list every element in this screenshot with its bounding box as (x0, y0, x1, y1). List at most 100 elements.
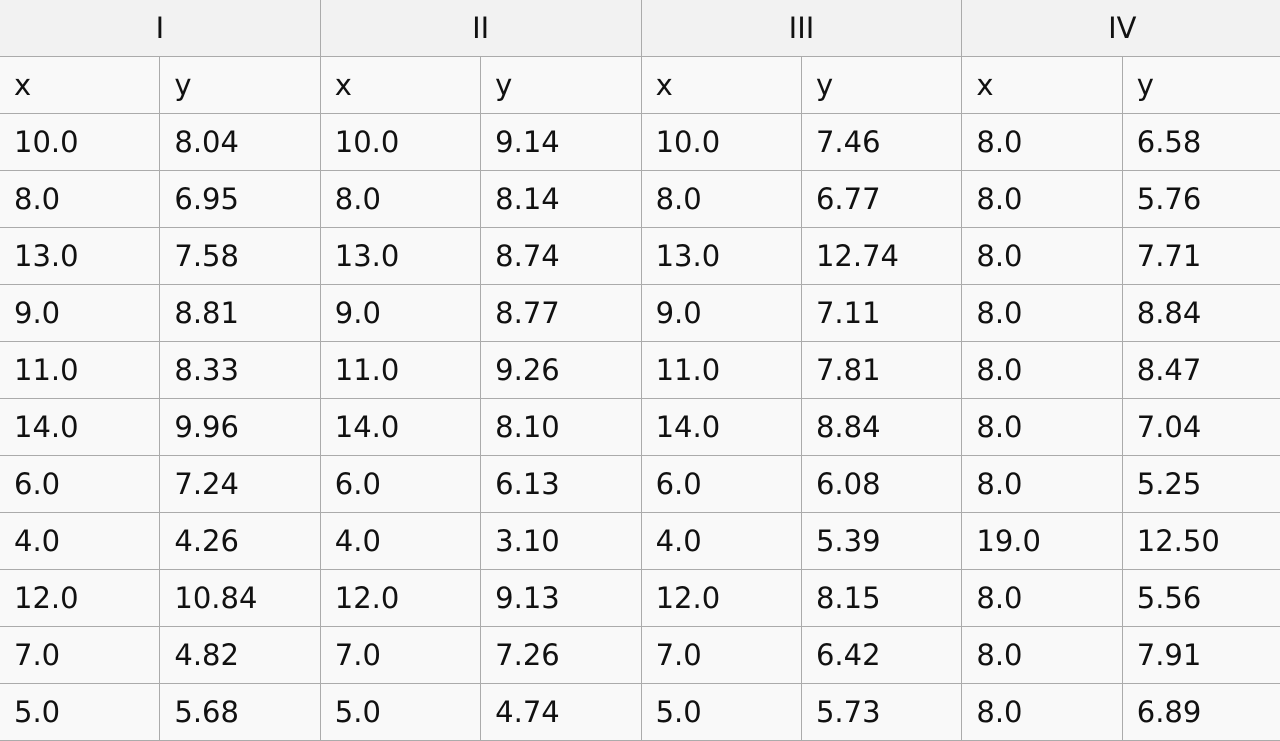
table-cell-x-group-4: 8.0 (961, 113, 1123, 171)
table-cell-y-group-2: 8.10 (480, 398, 642, 456)
table-cell-y-group-2: 4.74 (480, 683, 642, 741)
table-cell-y-group-3: 6.42 (800, 626, 963, 684)
table-cell-y-group-3: 7.81 (800, 341, 963, 399)
table-cell-y-group-1: 10.84 (159, 569, 321, 627)
table-cell-y-group-3: 5.73 (800, 683, 963, 741)
table-cell-y-group-4: 5.25 (1121, 455, 1280, 513)
table-cell-y-group-3: 6.08 (800, 455, 963, 513)
table-cell-y-group-2: 9.14 (480, 113, 642, 171)
table-cell-x-group-2: 12.0 (319, 569, 482, 627)
table-cell-y-group-1: 8.33 (159, 341, 321, 399)
table-cell-x-group-2: 9.0 (319, 284, 482, 342)
table-cell-y-group-1: 7.58 (159, 227, 321, 285)
table-cell-x-group-1: 11.0 (0, 341, 161, 399)
table-cell-x-group-2: 6.0 (319, 455, 482, 513)
table-row: 12.0 10.84 12.0 9.13 12.0 8.15 8.0 5.56 (0, 569, 1280, 627)
table-cell-x-group-4: 8.0 (961, 170, 1123, 228)
table-cell-x-group-1: 5.0 (0, 683, 161, 741)
table-cell-y-group-1: 9.96 (159, 398, 321, 456)
table-cell-y-group-4: 8.47 (1121, 341, 1280, 399)
table-row: 4.0 4.26 4.0 3.10 4.0 5.39 19.0 12.50 (0, 512, 1280, 570)
table-cell-x-group-1: 9.0 (0, 284, 161, 342)
table-cell-y-group-3: 8.15 (800, 569, 963, 627)
table-cell-x-group-2: 10.0 (319, 113, 482, 171)
table-cell-x-group-1: 6.0 (0, 455, 161, 513)
column-header-row: x y x y x y x y (0, 56, 1280, 114)
table-cell-x-group-3: 5.0 (640, 683, 802, 741)
table-cell-y-group-2: 8.74 (480, 227, 642, 285)
table-cell-x-group-4: 19.0 (961, 512, 1123, 570)
table-cell-x-group-1: 14.0 (0, 398, 161, 456)
table-cell-x-group-3: 11.0 (640, 341, 802, 399)
table-cell-x-group-3: 8.0 (640, 170, 802, 228)
column-header-y: y (480, 56, 642, 114)
group-header-i: I (0, 0, 321, 57)
column-header-y: y (159, 56, 321, 114)
table-row: 8.0 6.95 8.0 8.14 8.0 6.77 8.0 5.76 (0, 170, 1280, 228)
table-cell-x-group-2: 4.0 (319, 512, 482, 570)
table-cell-x-group-3: 13.0 (640, 227, 802, 285)
table-cell-y-group-4: 5.76 (1121, 170, 1280, 228)
table-cell-x-group-3: 7.0 (640, 626, 802, 684)
table-cell-y-group-2: 8.14 (480, 170, 642, 228)
table-row: 7.0 4.82 7.0 7.26 7.0 6.42 8.0 7.91 (0, 626, 1280, 684)
table-cell-y-group-3: 8.84 (800, 398, 963, 456)
table-cell-y-group-3: 7.46 (800, 113, 963, 171)
table-cell-y-group-1: 5.68 (159, 683, 321, 741)
table-cell-x-group-2: 13.0 (319, 227, 482, 285)
table-row: 6.0 7.24 6.0 6.13 6.0 6.08 8.0 5.25 (0, 455, 1280, 513)
table-cell-x-group-4: 8.0 (961, 455, 1123, 513)
table-cell-x-group-3: 10.0 (640, 113, 802, 171)
table-cell-x-group-1: 4.0 (0, 512, 161, 570)
table-cell-y-group-3: 5.39 (800, 512, 963, 570)
table-cell-y-group-2: 7.26 (480, 626, 642, 684)
table-cell-x-group-2: 5.0 (319, 683, 482, 741)
table-cell-x-group-1: 12.0 (0, 569, 161, 627)
table-cell-y-group-1: 6.95 (159, 170, 321, 228)
table-cell-y-group-2: 3.10 (480, 512, 642, 570)
group-header-row: I II III IV (0, 0, 1280, 57)
table-cell-x-group-2: 8.0 (319, 170, 482, 228)
table-cell-y-group-4: 6.58 (1121, 113, 1280, 171)
table-cell-x-group-4: 8.0 (961, 227, 1123, 285)
table-cell-y-group-2: 9.26 (480, 341, 642, 399)
table-cell-y-group-1: 7.24 (159, 455, 321, 513)
table-cell-x-group-1: 8.0 (0, 170, 161, 228)
table-cell-x-group-3: 9.0 (640, 284, 802, 342)
table-cell-x-group-2: 14.0 (319, 398, 482, 456)
table-cell-y-group-2: 8.77 (480, 284, 642, 342)
table-cell-x-group-1: 10.0 (0, 113, 161, 171)
table-cell-y-group-3: 12.74 (800, 227, 963, 285)
column-header-y: y (1121, 56, 1280, 114)
table-row: 10.0 8.04 10.0 9.14 10.0 7.46 8.0 6.58 (0, 113, 1280, 171)
table-cell-x-group-3: 6.0 (640, 455, 802, 513)
table-cell-x-group-2: 7.0 (319, 626, 482, 684)
table-cell-y-group-4: 12.50 (1121, 512, 1280, 570)
table-cell-y-group-2: 6.13 (480, 455, 642, 513)
table-row: 13.0 7.58 13.0 8.74 13.0 12.74 8.0 7.71 (0, 227, 1280, 285)
table-cell-x-group-1: 13.0 (0, 227, 161, 285)
table-cell-y-group-1: 4.82 (159, 626, 321, 684)
column-header-y: y (800, 56, 963, 114)
table-cell-x-group-4: 8.0 (961, 341, 1123, 399)
table-cell-y-group-4: 7.04 (1121, 398, 1280, 456)
table-cell-x-group-4: 8.0 (961, 626, 1123, 684)
table-cell-y-group-4: 8.84 (1121, 284, 1280, 342)
table-cell-x-group-3: 14.0 (640, 398, 802, 456)
table-row: 5.0 5.68 5.0 4.74 5.0 5.73 8.0 6.89 (0, 683, 1280, 741)
column-header-x: x (640, 56, 802, 114)
table-cell-y-group-3: 7.11 (800, 284, 963, 342)
table-row: 14.0 9.96 14.0 8.10 14.0 8.84 8.0 7.04 (0, 398, 1280, 456)
column-header-x: x (961, 56, 1123, 114)
table-body: 10.0 8.04 10.0 9.14 10.0 7.46 8.0 6.58 8.0 6.95 8.… (0, 113, 1280, 741)
table-cell-x-group-2: 11.0 (319, 341, 482, 399)
group-header-ii: II (319, 0, 642, 57)
group-header-iii: III (640, 0, 963, 57)
table-cell-y-group-1: 4.26 (159, 512, 321, 570)
column-header-x: x (319, 56, 482, 114)
table-cell-y-group-1: 8.81 (159, 284, 321, 342)
table-cell-y-group-4: 5.56 (1121, 569, 1280, 627)
table-cell-x-group-4: 8.0 (961, 683, 1123, 741)
table-cell-x-group-3: 12.0 (640, 569, 802, 627)
